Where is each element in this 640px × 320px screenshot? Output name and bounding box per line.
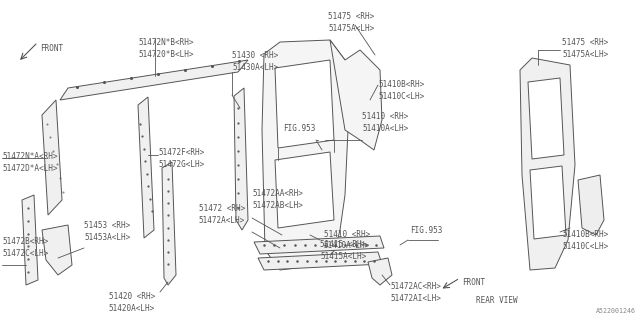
- Text: 51472N*A<RH>
51472D*A<LH>: 51472N*A<RH> 51472D*A<LH>: [2, 152, 58, 173]
- Polygon shape: [275, 152, 334, 228]
- Text: 51410 <RH>
51410A<LH>: 51410 <RH> 51410A<LH>: [324, 230, 370, 251]
- Text: 51410 <RH>
51410A<LH>: 51410 <RH> 51410A<LH>: [362, 112, 408, 133]
- Text: 51410B<RH>
51410C<LH>: 51410B<RH> 51410C<LH>: [562, 230, 608, 251]
- Text: 51415 <RH>
51415A<LH>: 51415 <RH> 51415A<LH>: [320, 240, 366, 261]
- Polygon shape: [528, 78, 564, 159]
- Text: FRONT: FRONT: [40, 44, 63, 53]
- Polygon shape: [42, 225, 72, 275]
- Text: FRONT: FRONT: [462, 278, 485, 287]
- Polygon shape: [254, 236, 384, 254]
- Polygon shape: [234, 88, 248, 230]
- Text: 51430 <RH>
51430A<LH>: 51430 <RH> 51430A<LH>: [232, 51, 278, 72]
- Polygon shape: [578, 175, 604, 235]
- Text: 51410B<RH>
51410C<LH>: 51410B<RH> 51410C<LH>: [378, 80, 424, 101]
- Polygon shape: [368, 258, 392, 285]
- Text: 51472F<RH>
51472G<LH>: 51472F<RH> 51472G<LH>: [158, 148, 204, 169]
- Text: 51472 <RH>
51472A<LH>: 51472 <RH> 51472A<LH>: [199, 204, 245, 225]
- Polygon shape: [22, 195, 38, 285]
- Polygon shape: [138, 97, 154, 238]
- Polygon shape: [520, 58, 575, 270]
- Text: 51472AA<RH>
51472AB<LH>: 51472AA<RH> 51472AB<LH>: [252, 189, 303, 210]
- Text: 51472N*B<RH>
514720*B<LH>: 51472N*B<RH> 514720*B<LH>: [138, 38, 193, 59]
- Text: REAR VIEW: REAR VIEW: [476, 296, 518, 305]
- Polygon shape: [60, 60, 248, 100]
- Text: 51472B<RH>
51472C<LH>: 51472B<RH> 51472C<LH>: [2, 237, 48, 258]
- Text: FIG.953: FIG.953: [284, 124, 316, 133]
- Polygon shape: [330, 40, 382, 150]
- Text: 51475 <RH>
51475A<LH>: 51475 <RH> 51475A<LH>: [562, 38, 608, 59]
- Text: 51420 <RH>
51420A<LH>: 51420 <RH> 51420A<LH>: [109, 292, 155, 313]
- Polygon shape: [162, 162, 176, 285]
- Polygon shape: [530, 166, 566, 239]
- Text: A522001246: A522001246: [596, 308, 636, 314]
- Text: 51472AC<RH>
51472AI<LH>: 51472AC<RH> 51472AI<LH>: [390, 282, 441, 303]
- Text: 51453 <RH>
51453A<LH>: 51453 <RH> 51453A<LH>: [84, 221, 131, 242]
- Text: FIG.953: FIG.953: [410, 226, 442, 235]
- Text: 51475 <RH>
51475A<LH>: 51475 <RH> 51475A<LH>: [328, 12, 374, 33]
- Polygon shape: [275, 60, 334, 148]
- Polygon shape: [258, 252, 382, 270]
- Polygon shape: [42, 100, 62, 215]
- Polygon shape: [262, 40, 348, 270]
